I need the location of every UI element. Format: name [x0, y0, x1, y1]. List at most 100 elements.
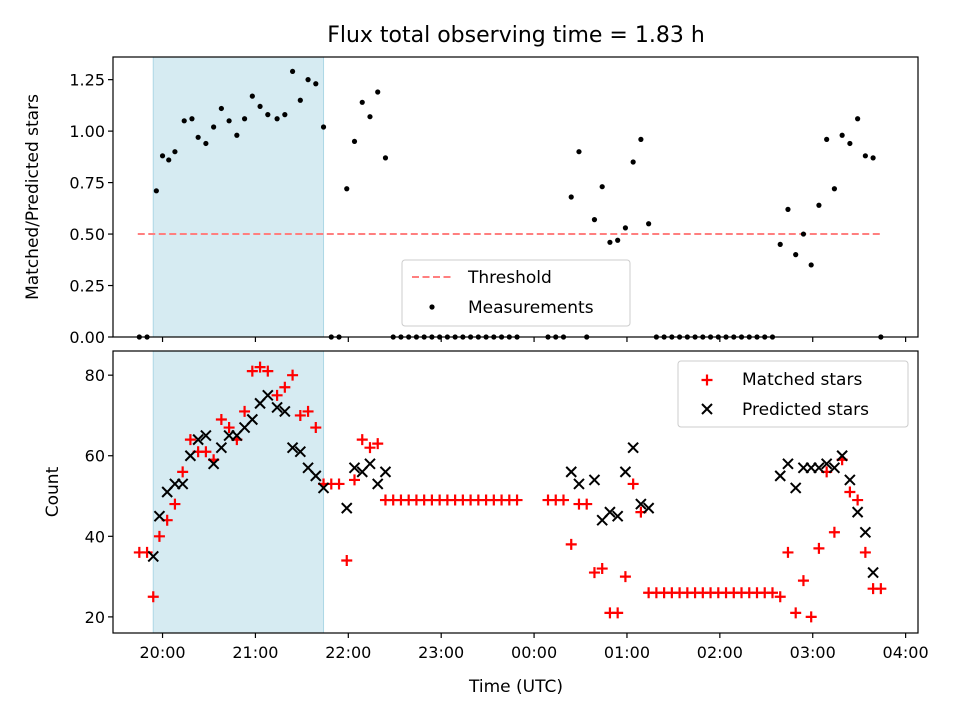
predicted-star-point: [364, 458, 376, 470]
predicted-star-point: [310, 470, 322, 482]
predicted-star-point: [782, 458, 794, 470]
measurement-point: [646, 221, 652, 227]
matched-star-point: [169, 498, 181, 510]
measurement-point: [159, 153, 166, 159]
predicted-star-point: [153, 510, 166, 522]
measurement-point: [305, 77, 311, 83]
y-tick-label: 0.25: [69, 277, 105, 296]
bottom-predicted-stars-series: [147, 389, 879, 579]
measurement-point: [226, 118, 232, 124]
x-tick-label: 21:00: [232, 643, 278, 662]
y-tick-label: 80: [85, 366, 105, 385]
top-y-axis-label: Matched/Predicted stars: [23, 94, 43, 300]
predicted-star-point: [573, 478, 585, 490]
measurement-point: [591, 217, 598, 223]
matched-star-point: [177, 466, 189, 478]
bottom-shaded-span: [152, 350, 325, 634]
matched-star-point: [581, 498, 593, 510]
predicted-star-point: [215, 441, 228, 454]
predicted-star-point: [279, 405, 291, 418]
matched-star-point: [828, 526, 840, 538]
predicted-star-point: [271, 401, 283, 414]
measurement-point: [831, 186, 838, 192]
legend-measurements-swatch: [429, 304, 435, 310]
bottom-y-axis-label: Count: [43, 466, 63, 517]
matched-star-point: [310, 422, 322, 434]
matched-star-point: [215, 413, 227, 425]
predicted-star-point: [200, 429, 212, 442]
matched-star-point: [302, 405, 314, 417]
measurement-point: [607, 239, 613, 245]
measurement-point: [289, 68, 296, 75]
measurement-point: [367, 114, 373, 120]
matched-star-point: [875, 583, 887, 595]
matched-star-point: [852, 494, 864, 506]
measurement-point: [816, 202, 822, 208]
matched-star-point: [254, 361, 266, 373]
predicted-star-point: [348, 462, 361, 474]
matched-star-point: [262, 365, 274, 377]
y-tick-label: 0.50: [69, 225, 105, 244]
measurement-point: [630, 159, 636, 165]
predicted-star-point: [379, 466, 392, 478]
predicted-star-point: [867, 566, 879, 579]
matched-star-point: [782, 546, 794, 558]
matched-star-point: [797, 575, 809, 587]
predicted-star-point: [828, 462, 841, 474]
matched-star-point: [184, 434, 196, 446]
y-tick-label: 1.00: [69, 122, 105, 141]
predicted-star-point: [294, 446, 307, 458]
y-tick-label: 60: [85, 447, 105, 466]
predicted-star-point: [611, 510, 624, 522]
top-legend: Threshold Measurements: [401, 259, 631, 327]
x-tick-label: 23:00: [418, 643, 464, 662]
legend-box: [677, 360, 909, 428]
figure-title: Flux total observing time = 1.83 h: [327, 23, 705, 48]
predicted-star-point: [836, 450, 848, 462]
bottom-axes-frame: [112, 350, 919, 634]
matched-star-point: [294, 409, 306, 421]
legend-predicted-swatch: [701, 403, 713, 415]
measurement-point: [793, 252, 799, 258]
measurement-point: [211, 124, 217, 130]
predicted-star-point: [192, 433, 204, 446]
predicted-star-point: [820, 458, 833, 470]
measurement-point: [172, 149, 178, 155]
bottom-panel: 20 40 60 80 20:00 21:00 22:00 23:00 00:00 01:00 02…: [43, 350, 929, 662]
predicted-star-point: [635, 498, 647, 510]
matched-star-point: [588, 567, 600, 579]
matched-star-point: [557, 494, 569, 506]
y-tick-label: 0.75: [69, 174, 105, 193]
matched-star-point: [372, 438, 384, 450]
measurement-point: [257, 103, 263, 110]
legend-predicted-label: Predicted stars: [742, 400, 869, 420]
predicted-star-point: [341, 502, 353, 514]
matched-star-point: [200, 446, 212, 458]
top-panel: 0.00 0.25 0.50 0.75 1.00 1.25 Matched/Predicte…: [23, 56, 919, 347]
bottom-matched-stars-series: [133, 361, 887, 623]
measurement-point: [576, 149, 582, 155]
predicted-star-point: [789, 482, 802, 494]
legend-matched-label: Matched stars: [742, 370, 862, 390]
measurement-point: [777, 241, 783, 247]
measurement-point: [153, 188, 159, 194]
matched-star-point: [356, 434, 368, 446]
matched-star-point: [341, 554, 353, 566]
x-axis-label: Time (UTC): [468, 677, 563, 697]
matched-star-point: [271, 389, 283, 401]
x-tick-label: 04:00: [883, 643, 929, 662]
legend-measurements-label: Measurements: [468, 298, 594, 318]
measurement-point: [800, 231, 807, 237]
matched-star-point: [333, 478, 345, 490]
measurement-point: [344, 186, 350, 192]
predicted-star-point: [588, 474, 601, 486]
measurement-point: [274, 116, 280, 122]
measurement-point: [313, 81, 319, 87]
x-tick-label: 20:00: [139, 643, 185, 662]
x-tick-label: 03:00: [790, 643, 836, 662]
measurement-point: [218, 105, 224, 112]
y-tick-label: 0.00: [69, 328, 105, 347]
measurement-point: [839, 132, 845, 138]
matched-star-point: [141, 546, 153, 558]
